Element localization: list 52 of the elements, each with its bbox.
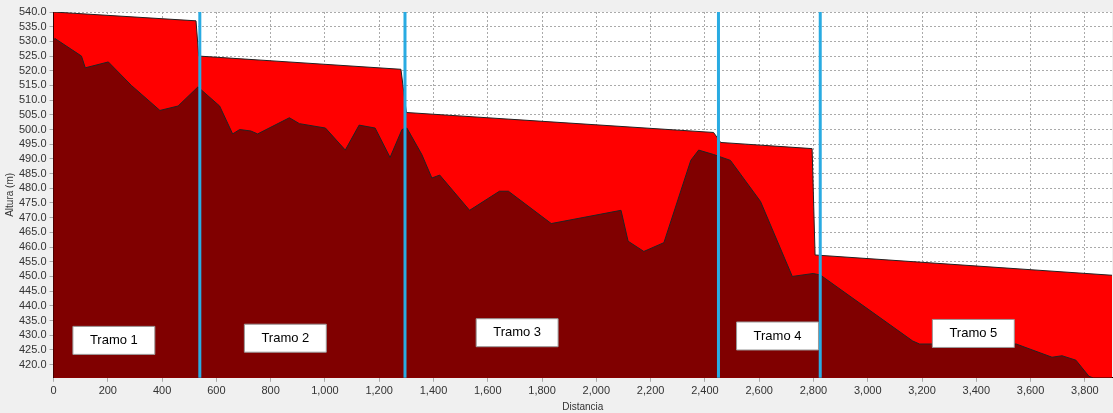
y-tick-label: 440.0: [19, 298, 47, 311]
y-tick-label: 515.0: [19, 78, 47, 91]
annotation: Tramo 1: [89, 331, 138, 347]
y-tick-label: 500.0: [19, 122, 47, 135]
y-tick-label: 475.0: [19, 196, 47, 209]
x-tick-label: 0: [50, 384, 57, 397]
x-tick-label: 2,800: [799, 384, 828, 397]
y-tick-label: 430.0: [19, 328, 47, 341]
x-tick-label: 3,200: [908, 384, 936, 397]
annotation: Tramo 2: [261, 329, 310, 345]
x-tick-label: 1,000: [311, 384, 339, 397]
x-tick-label: 600: [207, 384, 226, 397]
y-tick-label: 450.0: [19, 269, 47, 282]
y-tick-label: 480.0: [19, 181, 47, 194]
y-tick-label: 490.0: [19, 151, 47, 164]
x-tick-label: 2,600: [745, 384, 773, 397]
x-tick-label: 3,800: [1071, 384, 1099, 397]
y-tick-label: 495.0: [19, 137, 47, 150]
x-tick-label: 1,600: [474, 384, 502, 397]
x-tick-label: 2,200: [636, 384, 665, 397]
annotation: Tramo 5: [949, 325, 998, 341]
x-tick-label: 400: [152, 384, 172, 397]
y-tick-label: 535.0: [19, 19, 47, 32]
y-tick-label: 525.0: [19, 49, 47, 62]
y-tick-label: 540.0: [19, 5, 47, 18]
x-tick-label: 3,400: [962, 384, 991, 397]
y-tick-label: 445.0: [19, 284, 47, 297]
y-tick-label: 530.0: [19, 34, 47, 47]
x-tick-label: 3,000: [853, 384, 882, 397]
y-tick-label: 520.0: [19, 63, 47, 76]
y-tick-label: 470.0: [19, 210, 47, 223]
x-tick-label: 1,800: [528, 384, 556, 397]
x-tick-label: 2,400: [691, 384, 719, 397]
y-tick-label: 435.0: [19, 313, 47, 326]
y-tick-label: 465.0: [19, 225, 47, 238]
x-tick-label: 1,200: [365, 384, 393, 397]
x-tick-label: 200: [98, 384, 117, 397]
y-tick-label: 455.0: [19, 254, 47, 267]
y-axis-title: Altura (m): [3, 172, 15, 217]
x-tick-label: 2,000: [582, 384, 611, 397]
y-tick-label: 420.0: [19, 357, 47, 370]
x-tick-label: 3,600: [1016, 384, 1045, 397]
x-axis-title: Distancia: [562, 400, 604, 412]
y-tick-label: 425.0: [19, 342, 47, 355]
y-tick-label: 505.0: [19, 107, 47, 120]
y-tick-label: 510.0: [19, 93, 47, 106]
y-tick-label: 460.0: [19, 240, 47, 253]
annotation: Tramo 4: [753, 327, 802, 343]
annotation: Tramo 3: [493, 324, 542, 340]
y-tick-label: 485.0: [19, 166, 47, 179]
x-tick-label: 800: [261, 384, 280, 397]
x-tick-label: 1,400: [419, 384, 448, 397]
